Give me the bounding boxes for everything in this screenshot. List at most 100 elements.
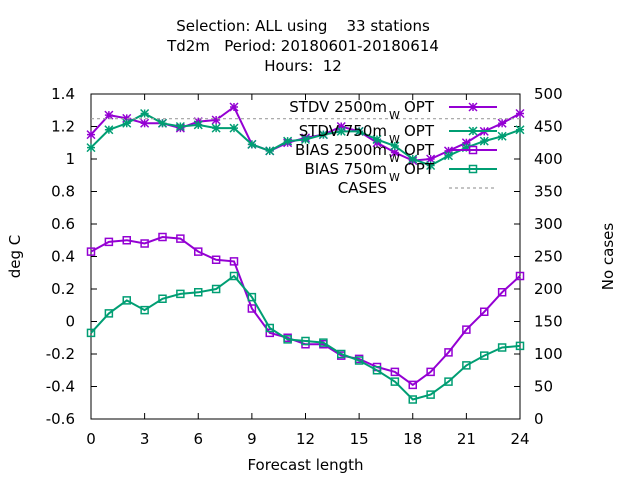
- y-axis-label: deg C: [6, 235, 24, 279]
- data-point: [461, 143, 471, 153]
- data-point: [158, 232, 167, 242]
- legend-entry-subscript: W: [389, 171, 400, 184]
- y-tick-label: 0.2: [51, 280, 75, 298]
- data-point: [211, 115, 221, 125]
- y2-tick-label: 250: [534, 248, 563, 266]
- data-point: [247, 304, 257, 313]
- data-point: [247, 139, 257, 149]
- data-point: [426, 154, 436, 164]
- data-point: [497, 288, 507, 297]
- data-point: [122, 236, 131, 245]
- data-point: [229, 271, 239, 281]
- data-point: [176, 289, 185, 299]
- legend-swatch-marker: [468, 126, 478, 136]
- data-point: [318, 130, 328, 140]
- chart-title: Selection: ALL using 33 stations Td2m Per…: [166, 17, 439, 75]
- x-tick-label: 0: [86, 430, 96, 448]
- data-point: [122, 296, 131, 305]
- data-point: [176, 234, 185, 243]
- legend-entry-label: BIAS 2500m: [295, 141, 387, 159]
- data-point: [497, 343, 507, 352]
- data-point: [319, 338, 328, 347]
- data-point: [337, 349, 346, 359]
- x-tick-label: 12: [296, 430, 315, 448]
- data-point: [158, 294, 167, 303]
- data-point: [140, 118, 150, 128]
- data-point: [157, 118, 168, 128]
- legend-entry-label: CASES: [338, 179, 387, 197]
- data-point: [301, 336, 310, 346]
- data-point: [229, 257, 239, 266]
- data-point: [497, 131, 507, 141]
- x-tick-label: 18: [403, 430, 422, 448]
- y-tick-label: 0: [65, 313, 75, 331]
- data-point: [372, 134, 382, 145]
- data-point: [444, 348, 453, 357]
- y-tick-label: 0.8: [51, 183, 75, 201]
- y2-tick-label: 50: [534, 378, 553, 396]
- y2-tick-label: 500: [534, 85, 563, 103]
- legend-entry-suffix: OPT: [404, 98, 435, 116]
- data-point: [211, 123, 221, 133]
- series-stdv-750m: [86, 108, 525, 171]
- data-point: [336, 126, 346, 136]
- x-tick-label: 24: [510, 430, 529, 448]
- series-bias-750m: [86, 271, 525, 404]
- data-point: [408, 380, 417, 390]
- data-point: [211, 284, 221, 294]
- series-layer: [86, 102, 525, 404]
- chart-title-line: Hours: 12: [264, 57, 342, 75]
- chart-title-line: Td2m Period: 20180601-20180614: [166, 37, 439, 55]
- y2-tick-label: 150: [534, 313, 563, 331]
- series-line: [90, 235, 521, 387]
- axis-ticks: 0 3 6 9 12 15 18 21 24 -0.6 -0.4 -0.2 0 0.2 0.4 0.6 0.8 1…: [46, 85, 563, 448]
- data-point: [408, 154, 418, 164]
- data-point: [104, 110, 114, 120]
- data-point: [497, 118, 507, 128]
- data-point: [140, 108, 150, 119]
- legend-entry-subscript: W: [389, 152, 400, 165]
- chart-title-line: Selection: ALL using 33 stations: [176, 17, 430, 35]
- x-tick-label: 6: [193, 430, 203, 448]
- legend-entry-suffix: OPT: [404, 160, 435, 178]
- data-point: [140, 305, 149, 315]
- data-point: [229, 102, 239, 112]
- legend-entry-suffix: OPT: [404, 122, 435, 140]
- data-point: [443, 151, 454, 161]
- legend-entry-suffix: OPT: [404, 141, 435, 159]
- data-point: [515, 271, 525, 281]
- x-tick-label: 9: [247, 430, 257, 448]
- data-point: [515, 125, 525, 135]
- data-point: [372, 366, 382, 375]
- data-point: [265, 328, 274, 338]
- data-point: [480, 307, 489, 316]
- data-point: [336, 121, 346, 132]
- y2-tick-label: 350: [534, 183, 563, 201]
- data-point: [462, 325, 471, 334]
- data-point: [515, 108, 525, 119]
- data-point: [479, 136, 489, 146]
- data-point: [283, 335, 292, 344]
- legend-swatch-marker: [468, 145, 478, 155]
- y2-tick-label: 200: [534, 280, 563, 298]
- data-point: [86, 328, 96, 338]
- data-point: [390, 377, 400, 386]
- data-point: [283, 136, 293, 146]
- legend-entry-label: BIAS 750m: [304, 160, 387, 178]
- x-tick-label: 3: [140, 430, 150, 448]
- y-tick-label: 1: [65, 150, 75, 168]
- data-point: [515, 341, 525, 351]
- data-point: [194, 288, 203, 297]
- y2-axis-label: No cases: [599, 223, 617, 291]
- data-point: [426, 160, 436, 171]
- data-point: [86, 247, 96, 256]
- data-point: [122, 113, 132, 123]
- legend-entry-subscript: W: [389, 109, 400, 122]
- y-tick-label: 1.2: [51, 118, 75, 136]
- data-point: [480, 351, 489, 360]
- y-tick-label: 1.4: [51, 85, 75, 103]
- data-point: [247, 292, 257, 302]
